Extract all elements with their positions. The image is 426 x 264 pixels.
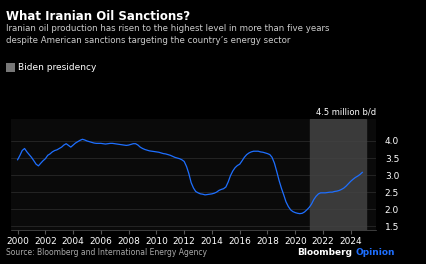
Text: What Iranian Oil Sanctions?: What Iranian Oil Sanctions? [6, 10, 190, 23]
Text: Source: Bloomberg and International Energy Agency: Source: Bloomberg and International Ener… [6, 248, 207, 257]
Text: 4.5 million b/d: 4.5 million b/d [315, 108, 375, 117]
Text: Opinion: Opinion [354, 248, 394, 257]
Text: Bloomberg: Bloomberg [296, 248, 351, 257]
Text: Iranian oil production has risen to the highest level in more than five years
de: Iranian oil production has risen to the … [6, 24, 329, 45]
Text: Biden presidency: Biden presidency [18, 63, 96, 72]
Bar [310, 119, 365, 230]
